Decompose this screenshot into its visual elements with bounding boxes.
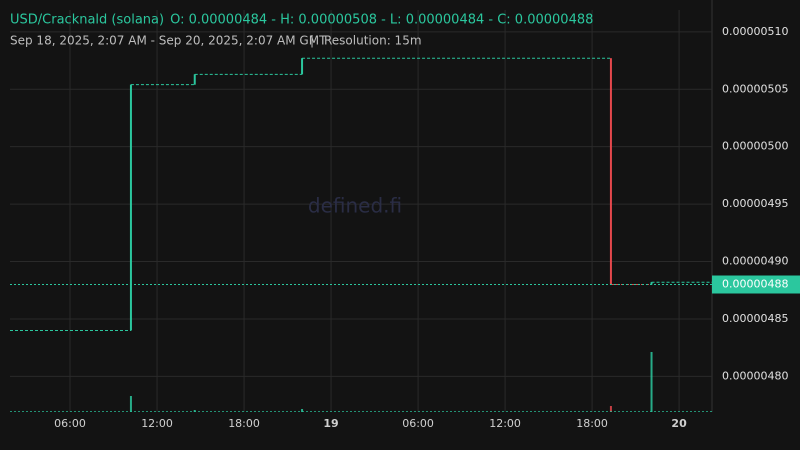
- y-tick-label: 0.00000490: [722, 255, 788, 268]
- x-tick-label: 06:00: [402, 417, 434, 430]
- y-tick-label: 0.00000505: [722, 82, 788, 95]
- date-range: Sep 18, 2025, 2:07 AM - Sep 20, 2025, 2:…: [10, 34, 327, 48]
- x-tick-label: 18:00: [576, 417, 608, 430]
- volume-bar: [609, 406, 612, 412]
- y-tick-label: 0.00000495: [722, 197, 788, 210]
- pair-title: USD/Cracknald (solana): [10, 13, 164, 28]
- resolution: Resolution: 15m: [324, 34, 422, 48]
- y-tick-label: 0.00000510: [722, 25, 788, 38]
- y-tick-label: 0.00000485: [722, 312, 788, 325]
- separator: |: [310, 34, 314, 48]
- ohlc-readout: O: 0.00000484 - H: 0.00000508 - L: 0.000…: [170, 13, 593, 28]
- x-tick-label: 12:00: [489, 417, 521, 430]
- y-tick-label: 0.00000480: [722, 369, 788, 382]
- volume-bar: [129, 396, 132, 412]
- x-tick-label: 12:00: [141, 417, 173, 430]
- volume-bar: [301, 409, 304, 412]
- watermark: defined.fi: [308, 194, 402, 218]
- candle-body: [650, 282, 653, 285]
- x-tick-label: 19: [323, 417, 338, 430]
- y-tick-label: 0.00000500: [722, 140, 788, 153]
- candle-body: [193, 74, 196, 85]
- last-price-box: [712, 275, 800, 294]
- candle-body: [609, 58, 612, 285]
- volume-bar: [650, 352, 653, 412]
- x-tick-label: 18:00: [228, 417, 260, 430]
- x-tick-label: 20: [671, 417, 687, 430]
- candle-body: [129, 84, 132, 331]
- x-tick-label: 06:00: [54, 417, 86, 430]
- candle-body: [301, 58, 304, 75]
- last-price-label: 0.00000488: [722, 278, 788, 291]
